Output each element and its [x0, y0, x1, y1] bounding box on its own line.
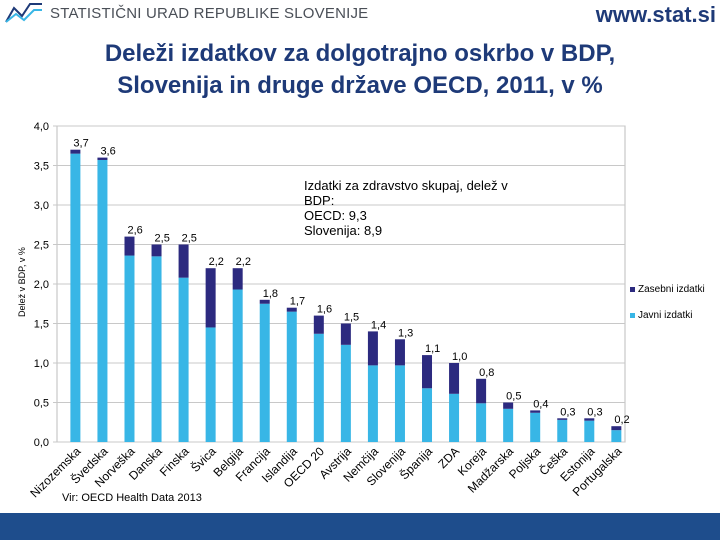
y-tick-label: 0,5	[34, 398, 49, 410]
bar-private	[503, 402, 514, 409]
bar-private	[422, 355, 433, 389]
bar-private	[394, 339, 405, 366]
x-tick-label: Finska	[157, 444, 192, 479]
y-tick-label: 0,0	[34, 437, 49, 449]
data-label: 2,2	[236, 256, 251, 268]
title-line-1: Deleži izdatkov za dolgotrajno oskrbo v …	[104, 40, 616, 67]
bar-public	[584, 420, 595, 442]
bar-public	[557, 419, 568, 442]
data-label: 1,3	[398, 327, 413, 339]
bar-public	[340, 344, 351, 442]
bar-public	[313, 333, 324, 442]
data-label: 0,4	[533, 398, 548, 410]
y-tick-label: 3,0	[34, 200, 49, 212]
y-tick-label: 2,5	[34, 240, 49, 252]
bar-private	[367, 331, 378, 366]
legend-label: Javni izdatki	[638, 310, 692, 321]
data-label: 0,5	[506, 391, 521, 403]
y-tick-label: 4,0	[34, 121, 49, 133]
data-label: 1,4	[371, 319, 386, 331]
data-label: 1,6	[317, 304, 332, 316]
annotation-line: BDP:	[304, 193, 334, 208]
bar-public	[205, 327, 216, 442]
data-label: 1,0	[452, 351, 467, 363]
bar-public	[151, 256, 162, 442]
y-tick-label: 2,0	[34, 279, 49, 291]
annotation-line: OECD: 9,3	[304, 208, 367, 223]
data-label: 1,7	[290, 296, 305, 308]
bar-public	[232, 289, 243, 442]
annotation-line: Slovenija: 8,9	[304, 223, 382, 238]
bar-private	[97, 157, 108, 160]
bar-private	[557, 418, 568, 420]
bar-private	[232, 268, 243, 290]
footer-bar	[0, 513, 720, 540]
title-line-2: Slovenija in druge države OECD, 2011, v …	[117, 72, 603, 99]
bar-private	[530, 410, 541, 413]
bar-public	[97, 159, 108, 442]
bar-private	[259, 299, 270, 304]
bar-private	[584, 418, 595, 421]
y-axis-label: Delež v BDP, v %	[17, 247, 27, 317]
data-label: 0,3	[560, 406, 575, 418]
bar-public	[178, 277, 189, 442]
bar-private	[178, 244, 189, 278]
data-label: 3,7	[73, 138, 88, 150]
legend-swatch	[630, 313, 635, 318]
data-label: 1,8	[263, 288, 278, 300]
website-link[interactable]: www.stat.si	[595, 2, 716, 27]
bar-public	[449, 393, 460, 442]
bar-public	[503, 408, 514, 442]
data-label: 3,6	[100, 146, 115, 158]
annotation-line: Izdatki za zdravstvo skupaj, delež v	[304, 178, 508, 193]
bar-public	[367, 365, 378, 442]
y-tick-label: 1,5	[34, 319, 49, 331]
logo-icon	[5, 3, 42, 23]
bar-private	[611, 426, 622, 431]
data-label: 2,2	[209, 256, 224, 268]
header: STATISTIČNI URAD REPUBLIKE SLOVENIJE www…	[0, 0, 720, 30]
legend-label: Zasebni izdatki	[638, 284, 705, 295]
bar-private	[340, 323, 351, 345]
bar-private	[124, 236, 135, 256]
bar-public	[124, 255, 135, 442]
data-label: 2,6	[127, 225, 142, 237]
bar-public	[476, 403, 487, 442]
legend-swatch	[630, 287, 635, 292]
data-label: 1,1	[425, 343, 440, 355]
data-label: 0,2	[614, 414, 629, 426]
page-title: Deleži izdatkov za dolgotrajno oskrbo v …	[0, 38, 720, 102]
organization-name: STATISTIČNI URAD REPUBLIKE SLOVENIJE	[50, 5, 369, 22]
data-label: 0,8	[479, 367, 494, 379]
bar-public	[286, 311, 297, 442]
bar-public	[530, 412, 541, 442]
bar-public	[611, 430, 622, 442]
y-tick-label: 3,5	[34, 161, 49, 173]
data-label: 1,5	[344, 312, 359, 324]
bar-private	[286, 307, 297, 312]
bar-private	[476, 378, 487, 404]
bar-public	[422, 388, 433, 442]
data-label: 2,5	[182, 233, 197, 245]
bar-public	[259, 303, 270, 442]
bar-public	[70, 153, 81, 442]
data-label: 0,3	[587, 406, 602, 418]
bar-private	[205, 268, 216, 328]
bar-private	[313, 315, 324, 334]
bar-private	[70, 149, 81, 154]
bar-private	[449, 363, 460, 394]
data-label: 2,5	[155, 233, 170, 245]
bar-private	[151, 244, 162, 257]
y-tick-label: 1,0	[34, 358, 49, 370]
bar-public	[394, 365, 405, 442]
chart-source: Vir: OECD Health Data 2013	[62, 492, 202, 504]
